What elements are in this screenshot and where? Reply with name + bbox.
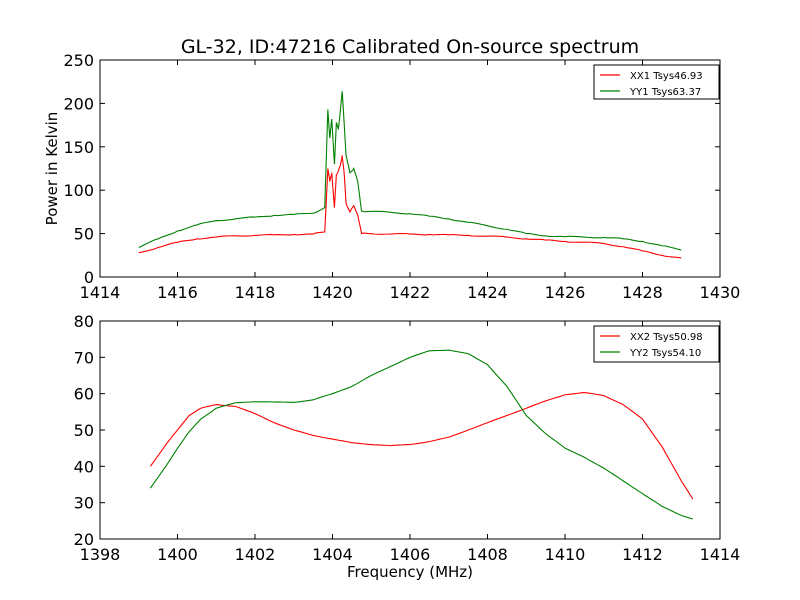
y-tick-label: 50 [74,225,94,244]
y-tick-label: 250 [63,51,94,70]
y-tick-label: 20 [74,530,94,549]
x-tick-label: 1400 [157,545,198,564]
x-tick-label: 1422 [390,283,431,302]
x-tick-label: 1398 [80,545,121,564]
y-tick-label: 150 [63,138,94,157]
legend: XX1 Tsys46.93 YY1 Tsys63.37 [593,64,720,100]
y-tick-label: 30 [74,494,94,513]
series-line-1 [138,155,682,259]
x-tick-label: 1428 [622,283,663,302]
chart-title: GL-32, ID:47216 Calibrated On-source spe… [181,36,639,58]
y-tick-label: 60 [74,385,94,404]
x-tick-label: 1430 [700,283,741,302]
legend-label: XX1 Tsys46.93 [630,71,703,82]
x-tick-label: 1416 [157,283,198,302]
series-line-2 [149,349,694,520]
x-tick-label: 1406 [390,545,431,564]
x-tick-label: 1414 [700,545,741,564]
legend-box [593,325,720,363]
series-line-1 [149,392,694,500]
legend-box [593,64,720,100]
y-tick-label: 70 [74,348,94,367]
x-tick-label: 1418 [235,283,276,302]
x-tick-label: 1412 [622,545,663,564]
x-tick-label: 1404 [312,545,353,564]
y-tick-label: 200 [63,94,94,113]
x-tick-label: 1410 [545,545,586,564]
x-tick-label: 1414 [80,283,121,302]
x-tick-label: 1420 [312,283,353,302]
series-line-2 [138,91,682,251]
y-tick-label: 40 [74,457,94,476]
legend-label: XX2 Tsys50.98 [630,332,703,343]
x-axis-label: Frequency (MHz) [347,563,473,581]
x-tick-label: 1408 [467,545,508,564]
y-tick-label: 50 [74,421,94,440]
y-tick-label: 0 [84,268,94,287]
x-tick-label: 1426 [545,283,586,302]
y-tick-label: 80 [74,312,94,331]
x-tick-label: 1424 [467,283,508,302]
bottom-plot: 1398 1400 1402 1404 1406 1408 1410 1412 1414 20 30… [74,312,741,581]
x-tick-label: 1402 [235,545,276,564]
y-tick-label: 100 [63,181,94,200]
y-axis-label: Power in Kelvin [43,112,61,226]
legend: XX2 Tsys50.98 YY2 Tsys54.10 [593,325,720,363]
legend-label: YY1 Tsys63.37 [629,87,701,98]
top-plot: 1414 1416 1418 1420 1422 1424 1426 1428 1430 0 50 1… [43,51,740,302]
legend-label: YY2 Tsys54.10 [629,348,701,359]
